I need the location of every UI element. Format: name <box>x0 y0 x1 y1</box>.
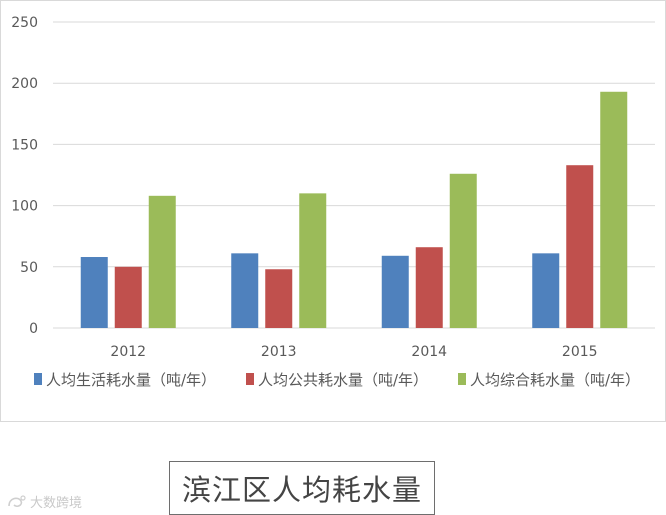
y-tick-label: 50 <box>20 260 38 276</box>
legend-swatch <box>458 373 466 385</box>
legend-swatch <box>34 373 42 385</box>
watermark-logo-icon <box>8 494 26 507</box>
bar-1 <box>381 255 409 328</box>
legend-swatch <box>246 373 254 385</box>
y-tick-label: 250 <box>11 15 38 31</box>
y-tick-label: 150 <box>11 137 38 153</box>
x-tick-label: 2012 <box>110 344 146 360</box>
legend-item-label: 人均公共耗水量（吨/年） <box>258 371 428 389</box>
legend-item-label: 人均综合耗水量（吨/年） <box>470 371 640 389</box>
bar-3 <box>600 91 628 328</box>
bar-3 <box>449 173 477 328</box>
watermark: 大数跨境 <box>6 492 82 511</box>
x-tick-label: 2014 <box>411 344 447 360</box>
legend-item-label: 人均生活耗水量（吨/年） <box>46 371 216 389</box>
y-tick-label: 100 <box>11 199 38 215</box>
watermark-text: 大数跨境 <box>30 496 83 511</box>
bar-3 <box>148 195 176 328</box>
chart-title: 滨江区人均耗水量 <box>169 461 435 515</box>
bar-2 <box>415 247 443 328</box>
x-tick-label: 2013 <box>261 344 297 360</box>
y-tick-label: 0 <box>29 321 38 337</box>
chart-area: 0 50 100 150 200 250 2012 2013 2014 2015 人均生活耗水量（吨… <box>0 0 666 422</box>
bar-2 <box>114 266 142 328</box>
bar-1 <box>80 257 108 328</box>
bar-chart: 0 50 100 150 200 250 2012 2013 2014 2015 人均生活耗水量（吨… <box>11 15 655 389</box>
bar-1 <box>231 253 259 328</box>
x-tick-label: 2015 <box>562 344 598 360</box>
bar-1 <box>532 253 560 328</box>
bar-3 <box>299 193 327 328</box>
bar-2 <box>566 165 594 328</box>
y-tick-label: 200 <box>11 76 38 92</box>
bar-2 <box>265 269 293 328</box>
